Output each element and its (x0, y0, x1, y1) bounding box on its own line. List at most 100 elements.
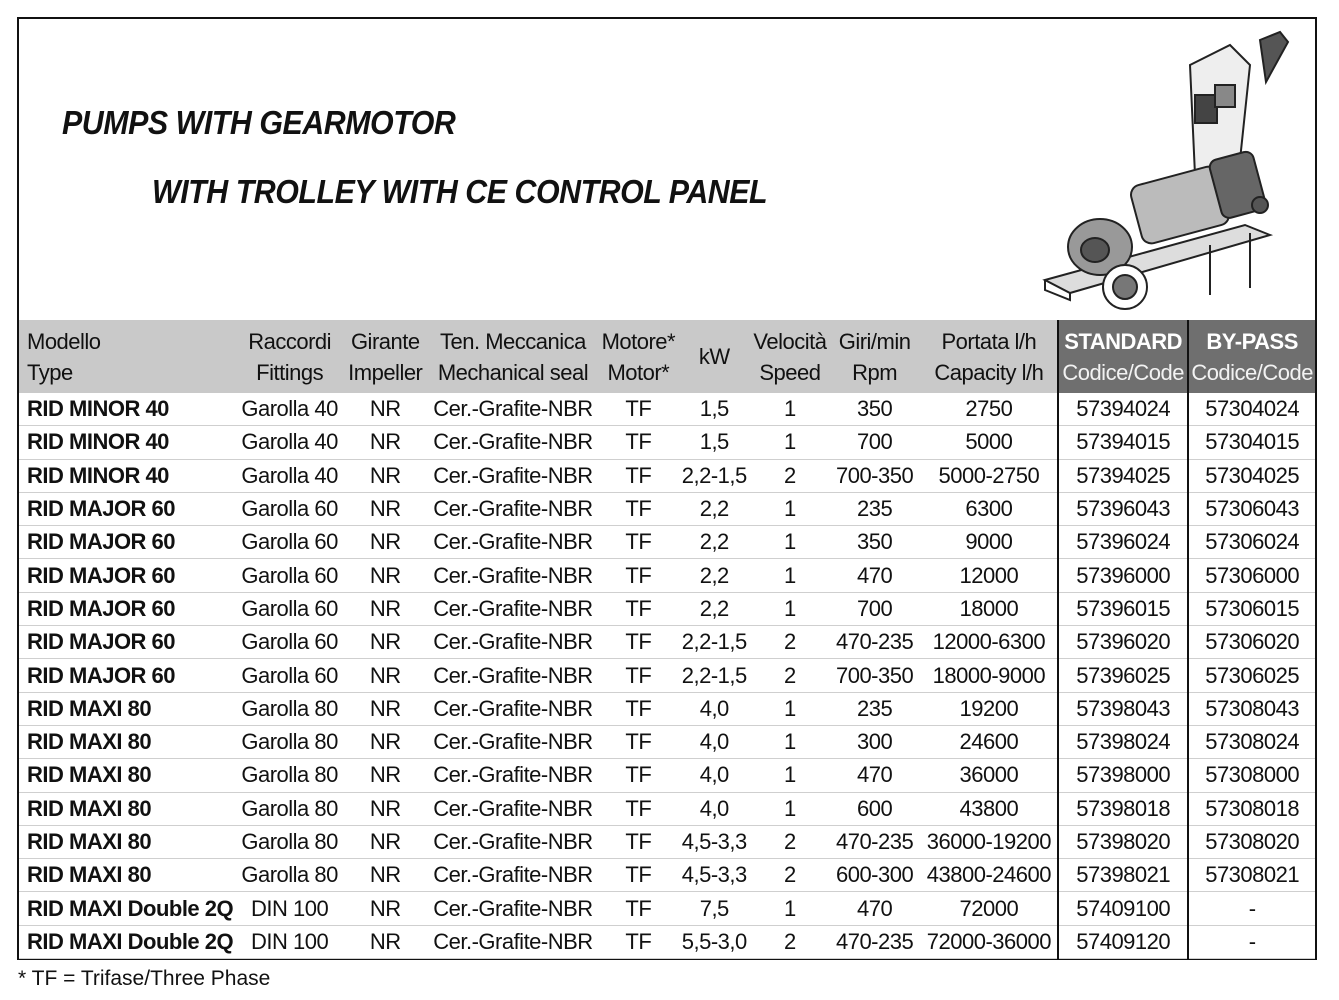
cell-seal: Cer.-Grafite-NBR (426, 459, 600, 493)
cell-speed: 1 (751, 425, 829, 460)
table-row: RID MAXI 80 Garolla 80 NR Cer.-Grafite-NBR T… (19, 792, 1315, 826)
cell-motor: TF (599, 692, 678, 726)
cell-speed: 2 (751, 858, 829, 893)
cell-standard-code: 57396024 (1057, 525, 1189, 560)
table-row: RID MAXI Double 2Q DIN 100 NR Cer.-Grafite-… (19, 925, 1315, 960)
cell-model: RID MINOR 40 (19, 459, 236, 493)
cell-model: RID MAXI Double 2Q (19, 925, 236, 960)
table-row: RID MAJOR 60 Garolla 60 NR Cer.-Grafite-NBR… (19, 592, 1315, 627)
cell-standard-code: 57396020 (1057, 625, 1189, 660)
cell-capacity: 24600 (920, 725, 1059, 760)
cell-capacity: 18000 (920, 592, 1059, 627)
cell-model: RID MAXI 80 (19, 725, 236, 760)
cell-model: RID MAJOR 60 (19, 658, 236, 693)
cell-impeller: NR (344, 658, 427, 693)
cell-rpm: 300 (828, 725, 921, 760)
cell-motor: TF (599, 592, 678, 627)
cell-impeller: NR (344, 792, 427, 826)
cell-impeller: NR (344, 492, 427, 527)
cell-model: RID MINOR 40 (19, 425, 236, 460)
cell-kw: 4,5-3,3 (677, 858, 752, 893)
cell-fittings: Garolla 80 (235, 792, 345, 826)
cell-rpm: 470-235 (828, 625, 921, 660)
cell-rpm: 700 (828, 592, 921, 627)
title-line-2: WITH TROLLEY WITH CE CONTROL PANEL (152, 173, 768, 210)
cell-motor: TF (599, 725, 678, 760)
cell-seal: Cer.-Grafite-NBR (426, 725, 600, 760)
cell-speed: 1 (751, 525, 829, 560)
cell-rpm: 350 (828, 525, 921, 560)
cell-motor: TF (599, 625, 678, 660)
cell-seal: Cer.-Grafite-NBR (426, 558, 600, 593)
cell-kw: 1,5 (677, 393, 752, 427)
col-motor: Motore* Motor* (599, 320, 678, 393)
cell-kw: 2,2-1,5 (677, 658, 752, 693)
cell-bypass-code: 57308021 (1187, 858, 1315, 893)
cell-standard-code: 57398018 (1057, 792, 1189, 826)
cell-impeller: NR (344, 692, 427, 726)
cell-kw: 2,2-1,5 (677, 625, 752, 660)
cell-seal: Cer.-Grafite-NBR (426, 658, 600, 693)
cell-bypass-code: 57306020 (1187, 625, 1315, 660)
cell-kw: 7,5 (677, 891, 752, 926)
cell-fittings: Garolla 60 (235, 525, 345, 560)
col-kw: kW (677, 320, 752, 393)
cell-rpm: 470-235 (828, 925, 921, 960)
cell-speed: 1 (751, 592, 829, 627)
cell-fittings: DIN 100 (235, 925, 345, 960)
cell-speed: 1 (751, 492, 829, 527)
cell-bypass-code: 57306025 (1187, 658, 1315, 693)
cell-fittings: Garolla 40 (235, 459, 345, 493)
cell-seal: Cer.-Grafite-NBR (426, 525, 600, 560)
cell-motor: TF (599, 459, 678, 493)
cell-capacity: 36000 (920, 758, 1059, 793)
cell-speed: 1 (751, 891, 829, 926)
cell-bypass-code: 57306043 (1187, 492, 1315, 527)
cell-bypass-code: 57304025 (1187, 459, 1315, 493)
cell-capacity: 43800-24600 (920, 858, 1059, 893)
cell-seal: Cer.-Grafite-NBR (426, 758, 600, 793)
cell-rpm: 470 (828, 558, 921, 593)
cell-fittings: Garolla 80 (235, 692, 345, 726)
cell-capacity: 12000-6300 (920, 625, 1059, 660)
cell-fittings: Garolla 80 (235, 758, 345, 793)
cell-rpm: 700-350 (828, 459, 921, 493)
col-bypass-code: BY-PASS Codice/Code (1187, 320, 1315, 393)
cell-model: RID MAJOR 60 (19, 558, 236, 593)
cell-capacity: 43800 (920, 792, 1059, 826)
cell-kw: 4,5-3,3 (677, 825, 752, 860)
cell-impeller: NR (344, 858, 427, 893)
table-row: RID MAJOR 60 Garolla 60 NR Cer.-Grafite-NBR… (19, 658, 1315, 693)
table-row: RID MAXI 80 Garolla 80 NR Cer.-Grafite-NBR T… (19, 825, 1315, 860)
cell-capacity: 72000-36000 (920, 925, 1059, 960)
cell-model: RID MAJOR 60 (19, 525, 236, 560)
cell-capacity: 6300 (920, 492, 1059, 527)
cell-bypass-code: 57306024 (1187, 525, 1315, 560)
cell-impeller: NR (344, 558, 427, 593)
cell-motor: TF (599, 925, 678, 960)
table-row: RID MINOR 40 Garolla 40 NR Cer.-Grafite-NBR… (19, 425, 1315, 460)
cell-seal: Cer.-Grafite-NBR (426, 492, 600, 527)
cell-standard-code: 57394025 (1057, 459, 1189, 493)
col-capacity: Portata l/h Capacity l/h (920, 320, 1059, 393)
cell-speed: 2 (751, 825, 829, 860)
header-row: Modello Type Raccordi Fittings Girante Impe… (19, 320, 1315, 393)
cell-bypass-code: 57306000 (1187, 558, 1315, 593)
cell-motor: TF (599, 525, 678, 560)
cell-speed: 1 (751, 692, 829, 726)
cell-fittings: Garolla 60 (235, 492, 345, 527)
cell-bypass-code: - (1187, 891, 1315, 926)
cell-standard-code: 57394015 (1057, 425, 1189, 460)
footnote: * TF = Trifase/Three Phase (18, 967, 271, 990)
cell-seal: Cer.-Grafite-NBR (426, 692, 600, 726)
cell-capacity: 5000 (920, 425, 1059, 460)
cell-seal: Cer.-Grafite-NBR (426, 858, 600, 893)
cell-model: RID MAJOR 60 (19, 492, 236, 527)
cell-kw: 2,2 (677, 525, 752, 560)
cell-rpm: 700 (828, 425, 921, 460)
cell-model: RID MAXI 80 (19, 858, 236, 893)
cell-capacity: 19200 (920, 692, 1059, 726)
cell-model: RID MAXI Double 2Q (19, 891, 236, 926)
cell-kw: 4,0 (677, 792, 752, 826)
cell-kw: 4,0 (677, 692, 752, 726)
